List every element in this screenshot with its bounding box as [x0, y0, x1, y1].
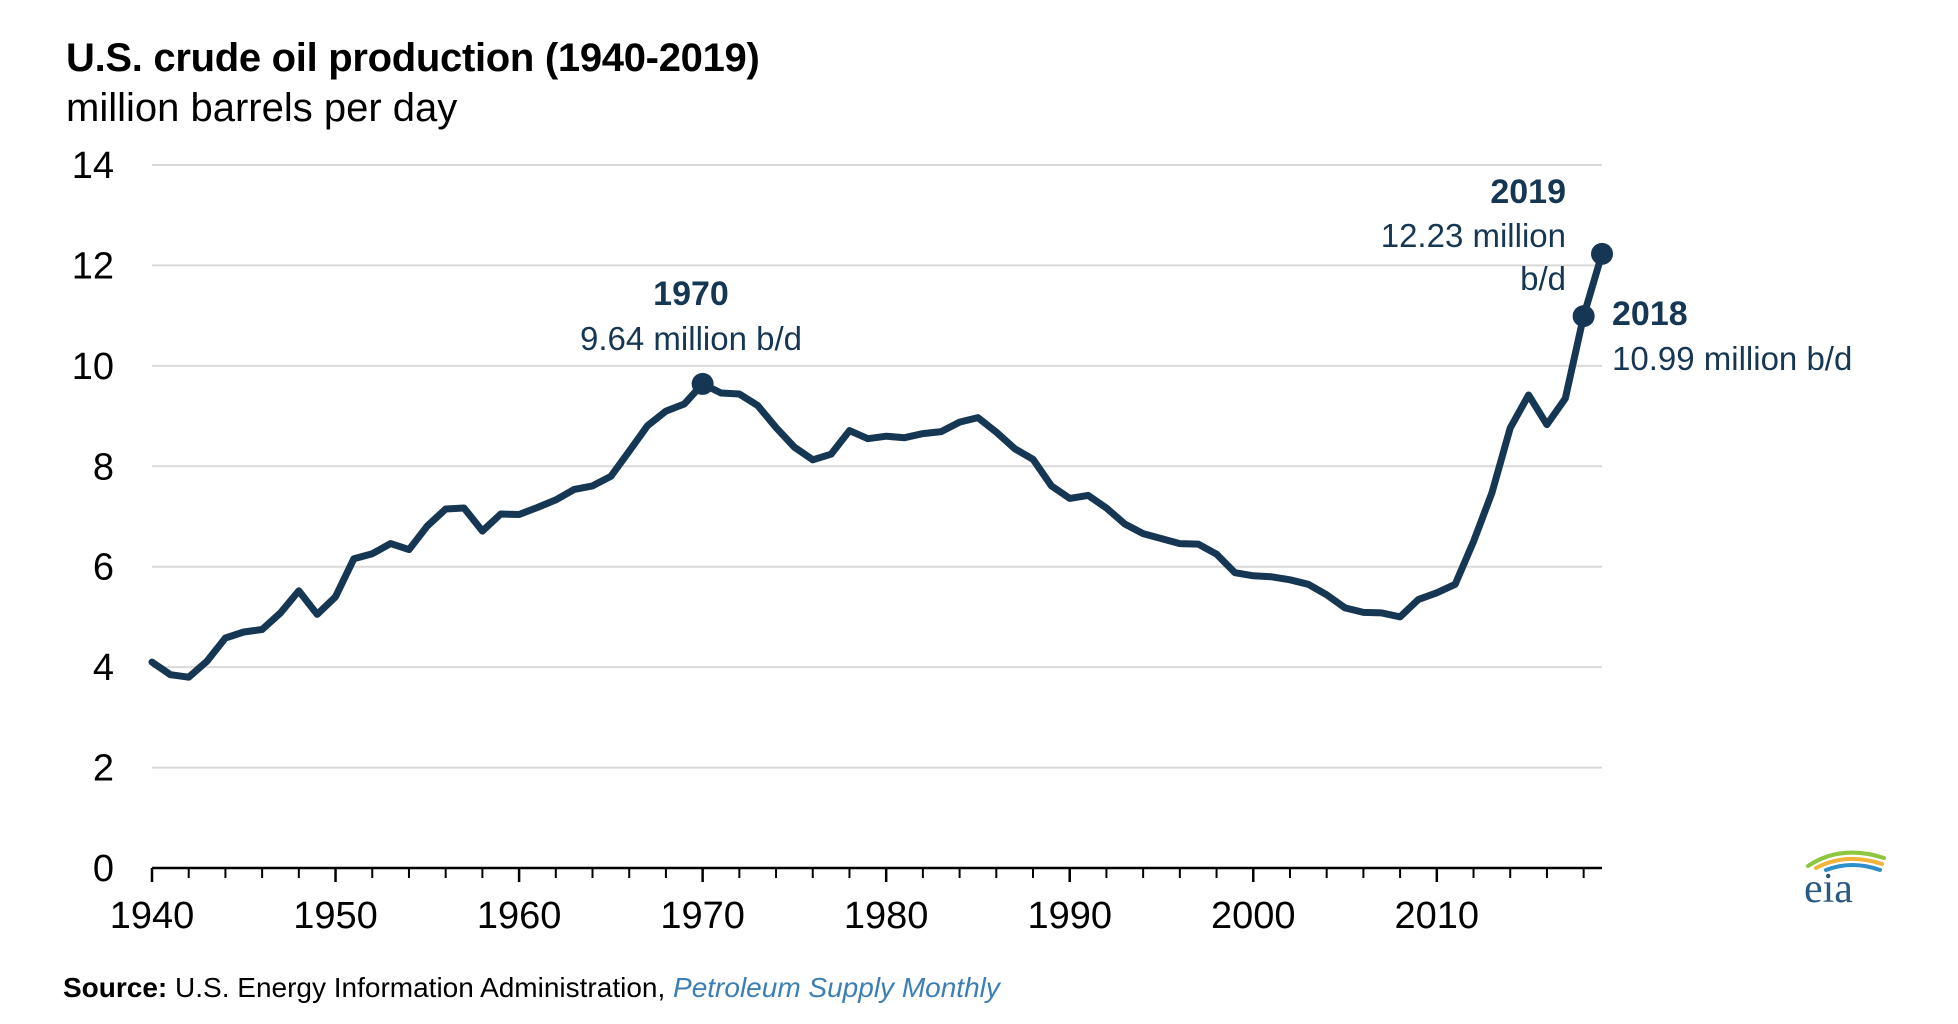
svg-text:eia: eia	[1804, 866, 1853, 906]
y-tick-label-0: 0	[93, 848, 114, 890]
x-tick-label-1970: 1970	[660, 895, 745, 937]
source-note: Source: U.S. Energy Information Administ…	[63, 972, 1000, 1004]
x-tick-label-2000: 2000	[1211, 895, 1296, 937]
y-tick-label-4: 4	[93, 647, 114, 689]
annotation-2019-value-line2: b/d	[1520, 260, 1566, 297]
eia-logo: eia	[1804, 850, 1886, 906]
y-axis: 0 2 4 6 8 10 12 14	[72, 145, 114, 890]
annotation-1970-year: 1970	[653, 275, 729, 313]
annotation-2019-year: 2019	[1490, 173, 1566, 211]
x-tick-label-1950: 1950	[293, 895, 378, 937]
production-series-line	[148, 250, 1606, 681]
y-tick-label-14: 14	[72, 145, 114, 187]
highlight-point-2018	[1572, 305, 1595, 328]
annotation-2019-value-line1: 12.23 million	[1381, 217, 1566, 254]
highlight-point-1970	[691, 372, 714, 395]
x-tick-label-1980: 1980	[844, 895, 929, 937]
chart-title: U.S. crude oil production (1940-2019)	[66, 36, 760, 80]
x-tick-label-1990: 1990	[1027, 895, 1112, 937]
x-tick-label-2010: 2010	[1395, 895, 1480, 937]
x-tick-label-1940: 1940	[110, 895, 195, 937]
y-tick-label-8: 8	[93, 446, 114, 488]
gridlines	[152, 164, 1602, 769]
y-tick-label-10: 10	[72, 346, 114, 388]
x-axis: 1940 1950 1960 1970 1980 1990 2000 2010	[110, 866, 1602, 937]
source-text: U.S. Energy Information Administration,	[167, 972, 674, 1003]
source-publication-link[interactable]: Petroleum Supply Monthly	[673, 972, 1000, 1003]
source-label: Source:	[63, 972, 168, 1003]
y-tick-label-2: 2	[93, 748, 114, 790]
highlight-point-2019	[1591, 242, 1613, 265]
annotation-2018-value: 10.99 million b/d	[1612, 340, 1852, 377]
chart-subtitle: million barrels per day	[66, 86, 458, 130]
x-tick-label-1960: 1960	[477, 895, 562, 937]
annotation-2018-year: 2018	[1612, 295, 1688, 333]
y-tick-label-12: 12	[72, 245, 114, 287]
annotation-1970-value: 9.64 million b/d	[580, 320, 802, 357]
highlight-markers	[691, 242, 1613, 395]
y-tick-label-6: 6	[93, 547, 114, 589]
